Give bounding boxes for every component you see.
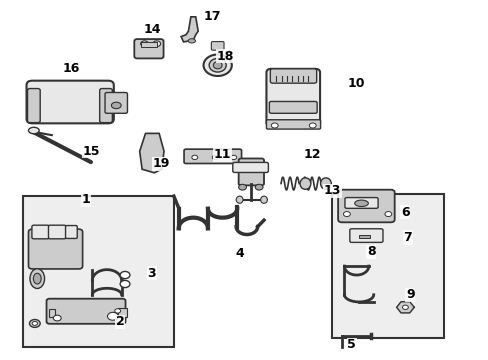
Ellipse shape: [188, 39, 195, 43]
FancyBboxPatch shape: [270, 69, 316, 83]
Ellipse shape: [384, 212, 391, 217]
Ellipse shape: [28, 127, 39, 134]
Text: 3: 3: [147, 267, 156, 280]
FancyBboxPatch shape: [65, 226, 77, 238]
Ellipse shape: [191, 155, 197, 159]
Ellipse shape: [141, 41, 148, 46]
Ellipse shape: [300, 178, 310, 189]
FancyBboxPatch shape: [349, 229, 382, 242]
Ellipse shape: [32, 321, 38, 325]
Ellipse shape: [255, 184, 263, 190]
Ellipse shape: [120, 271, 130, 279]
Bar: [22, 196, 173, 347]
Ellipse shape: [402, 305, 407, 310]
Ellipse shape: [236, 196, 243, 203]
Ellipse shape: [271, 123, 278, 128]
FancyBboxPatch shape: [211, 41, 224, 50]
Text: 1: 1: [81, 193, 90, 206]
Text: 17: 17: [203, 10, 221, 23]
Ellipse shape: [111, 102, 121, 109]
Text: 5: 5: [346, 338, 355, 351]
FancyBboxPatch shape: [28, 229, 82, 269]
Ellipse shape: [309, 123, 316, 128]
Ellipse shape: [213, 62, 222, 69]
FancyBboxPatch shape: [266, 120, 320, 129]
Text: 16: 16: [62, 62, 80, 75]
Ellipse shape: [120, 280, 130, 288]
Ellipse shape: [343, 212, 349, 217]
FancyBboxPatch shape: [26, 81, 114, 123]
FancyBboxPatch shape: [105, 93, 127, 113]
Text: 15: 15: [82, 145, 100, 158]
FancyBboxPatch shape: [134, 39, 163, 58]
Text: 11: 11: [213, 148, 231, 161]
FancyBboxPatch shape: [100, 89, 112, 123]
FancyBboxPatch shape: [337, 190, 394, 222]
Text: 12: 12: [304, 148, 321, 161]
Text: 18: 18: [216, 50, 233, 63]
Ellipse shape: [29, 319, 40, 327]
FancyBboxPatch shape: [48, 225, 66, 239]
Polygon shape: [140, 134, 163, 173]
Ellipse shape: [320, 178, 330, 189]
Text: 4: 4: [235, 247, 244, 260]
Ellipse shape: [203, 54, 231, 76]
Ellipse shape: [30, 269, 44, 288]
Text: 19: 19: [153, 157, 170, 170]
Ellipse shape: [209, 58, 226, 72]
FancyBboxPatch shape: [238, 158, 264, 185]
FancyBboxPatch shape: [46, 299, 125, 324]
Bar: [331, 194, 444, 338]
Bar: [358, 234, 369, 238]
Text: 13: 13: [323, 184, 340, 197]
Ellipse shape: [230, 155, 236, 159]
FancyBboxPatch shape: [344, 198, 377, 208]
Ellipse shape: [107, 312, 118, 320]
Text: 8: 8: [366, 245, 375, 258]
FancyBboxPatch shape: [183, 149, 241, 163]
Ellipse shape: [354, 200, 367, 207]
Text: 7: 7: [403, 231, 411, 244]
Polygon shape: [396, 302, 413, 313]
Text: 6: 6: [400, 206, 409, 219]
Ellipse shape: [238, 184, 246, 190]
FancyBboxPatch shape: [32, 225, 49, 239]
Ellipse shape: [115, 309, 121, 313]
Text: 2: 2: [116, 315, 124, 328]
FancyBboxPatch shape: [27, 89, 40, 123]
Ellipse shape: [153, 41, 160, 46]
Ellipse shape: [260, 196, 267, 203]
FancyBboxPatch shape: [232, 162, 268, 172]
Bar: [118, 309, 127, 318]
Ellipse shape: [212, 155, 218, 159]
Text: 9: 9: [405, 288, 414, 301]
Text: 14: 14: [143, 23, 160, 36]
Polygon shape: [181, 17, 198, 42]
Ellipse shape: [33, 273, 41, 284]
Bar: [49, 310, 55, 318]
FancyBboxPatch shape: [269, 102, 317, 113]
Ellipse shape: [53, 315, 61, 321]
FancyBboxPatch shape: [266, 69, 320, 126]
Text: 10: 10: [347, 77, 365, 90]
Bar: [141, 42, 157, 46]
